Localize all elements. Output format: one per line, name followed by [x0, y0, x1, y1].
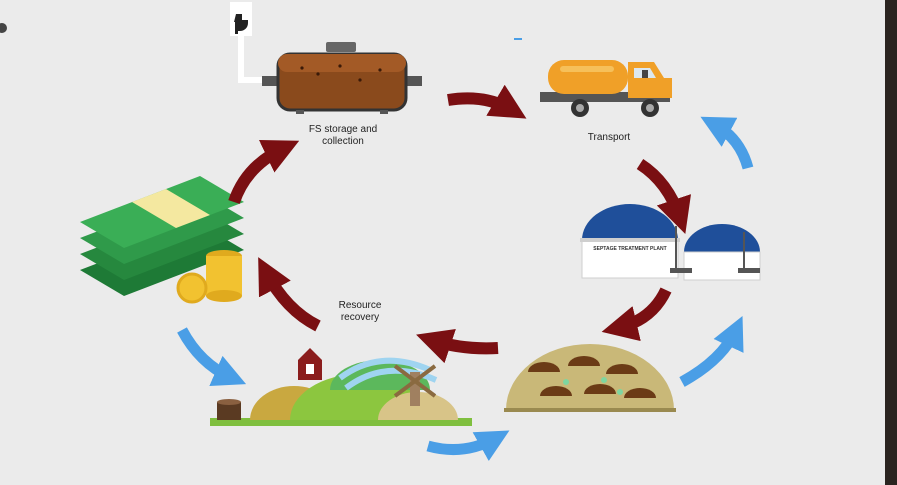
blue-arrows	[177, 116, 754, 462]
arrow-transport-to-plant	[636, 158, 691, 234]
arrow-resource-to-money	[258, 257, 321, 332]
blue-arrow-compost-up	[679, 316, 744, 387]
plant-sign-label: SEPTAGE TREATMENT PLANT	[593, 246, 667, 252]
transport-label: Transport	[587, 132, 631, 143]
arrow-money-to-storage	[228, 139, 300, 205]
farm-icon	[210, 348, 472, 426]
truck-icon	[514, 38, 672, 117]
blue-arrow-right-up	[700, 116, 754, 170]
blue-arrow-money-down	[177, 327, 247, 387]
treatment-plant-icon	[580, 204, 761, 281]
cycle-arrows	[228, 84, 691, 364]
arrow-storage-to-transport	[447, 84, 527, 119]
blue-arrow-bottom	[426, 430, 510, 462]
money-icon	[80, 176, 244, 304]
window-edge	[885, 0, 897, 485]
compost-piles-icon	[504, 344, 676, 412]
storage-tank-icon	[262, 42, 422, 114]
edge-dot	[0, 23, 7, 33]
resource-recovery-label: Resource recovery	[338, 300, 382, 323]
arrow-plant-to-compost	[601, 287, 672, 342]
arrow-compost-to-farm	[416, 328, 499, 364]
storage-label: FS storage and collection	[308, 124, 378, 147]
toilet-icon	[230, 2, 275, 83]
